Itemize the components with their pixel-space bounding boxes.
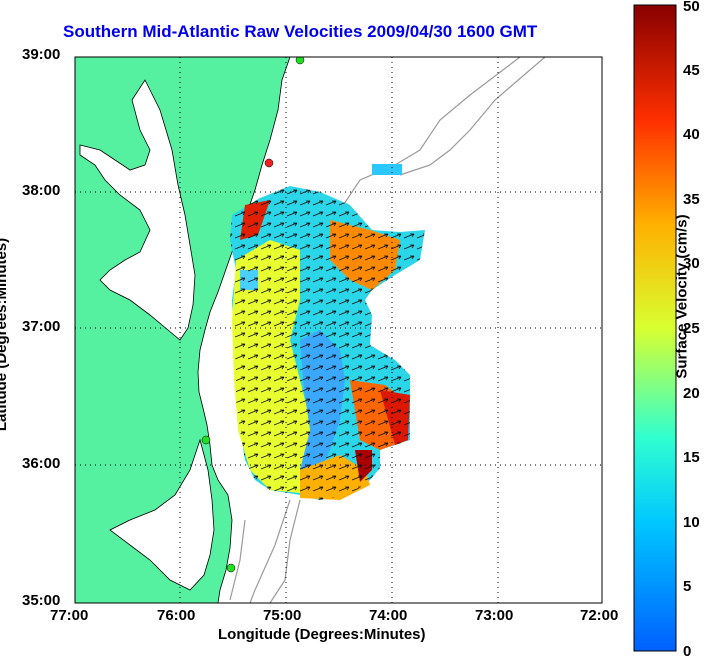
colorbar-tick: 45 [683, 62, 700, 79]
x-tick-label: 75:00 [263, 607, 302, 624]
colorbar-tick: 50 [683, 0, 700, 15]
colorbar-label: Surface Velocity (cm/s) [673, 214, 691, 379]
x-tick-label: 77:00 [50, 607, 89, 624]
bay-water [79, 79, 196, 341]
colorbar-tick: 30 [683, 255, 700, 272]
station-marker [264, 158, 274, 168]
y-axis-label: Latitude (Degrees:Minutes) [0, 237, 11, 432]
colorbar-tick: 40 [683, 126, 700, 143]
y-tick-label: 39:00 [22, 46, 61, 63]
y-tick-label: 36:00 [22, 455, 61, 472]
y-tick-label: 38:00 [22, 182, 61, 199]
station-marker [295, 57, 305, 65]
sound-water [109, 438, 215, 591]
station-marker [226, 563, 236, 573]
colorbar-tick: 25 [683, 320, 700, 337]
plot-frame [74, 56, 603, 604]
colorbar-tick: 20 [683, 385, 700, 402]
x-tick-label: 76:00 [157, 607, 196, 624]
station-marker [201, 435, 211, 445]
y-tick-label: 37:00 [22, 318, 61, 335]
x-tick-label: 73:00 [475, 607, 514, 624]
colorbar-tick: 35 [683, 191, 700, 208]
colorbar-tick: 10 [683, 514, 700, 531]
y-tick-label: 35:00 [22, 592, 61, 609]
velocity-field [230, 164, 425, 500]
map-title: Southern Mid-Atlantic Raw Velocities 200… [63, 22, 538, 41]
x-tick-label: 74:00 [369, 607, 408, 624]
colorbar [633, 4, 677, 652]
grid-lines [75, 57, 602, 603]
x-axis-label: Longitude (Degrees:Minutes) [218, 626, 426, 643]
colorbar-tick: 0 [683, 643, 692, 660]
isolated-velocity-patch [372, 164, 402, 175]
colorbar-tick: 5 [683, 578, 692, 595]
x-tick-label: 72:00 [580, 607, 619, 624]
colorbar-tick: 15 [683, 449, 700, 466]
